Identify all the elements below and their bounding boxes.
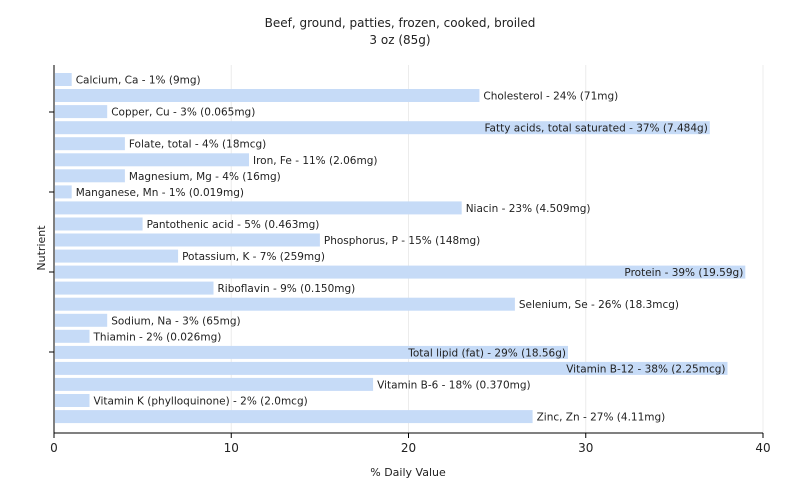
bar-label: Pantothenic acid - 5% (0.463mg): [147, 219, 320, 231]
bar: [55, 89, 480, 102]
bar: [55, 73, 72, 86]
bar-label: Protein - 39% (19.59g): [624, 267, 743, 279]
bar-label: Magnesium, Mg - 4% (16mg): [129, 171, 281, 183]
bar-label: Copper, Cu - 3% (0.065mg): [111, 107, 255, 119]
bar: [55, 169, 125, 183]
bar: [55, 377, 374, 391]
bar: [55, 249, 179, 263]
bar-label: Manganese, Mn - 1% (0.019mg): [76, 187, 244, 199]
bar-label: Total lipid (fat) - 29% (18.56g): [407, 347, 566, 359]
x-tick-label: 10: [224, 441, 239, 455]
bar: [55, 345, 568, 359]
bar-label: Riboflavin - 9% (0.150mg): [218, 283, 356, 295]
bar-label: Zinc, Zn - 27% (4.11mg): [537, 412, 666, 424]
bar: [55, 137, 125, 151]
bar-label: Vitamin B-6 - 18% (0.370mg): [377, 379, 531, 391]
y-axis-label: Nutrient: [35, 225, 48, 271]
bars: Calcium, Ca - 1% (9mg) Cholesterol - 24% …: [55, 73, 746, 424]
bar-label: Fatty acids, total saturated - 37% (7.48…: [484, 123, 707, 135]
x-tick-label: 0: [50, 441, 58, 455]
bar-label: Phosphorus, P - 15% (148mg): [324, 235, 480, 247]
bar: [55, 313, 108, 327]
bar-label: Vitamin K (phylloquinone) - 2% (2.0mcg): [94, 396, 308, 408]
bar-label: Selenium, Se - 26% (18.3mcg): [519, 299, 679, 311]
bar: [55, 329, 90, 343]
x-tick-label: 20: [401, 441, 416, 455]
bar: [55, 201, 462, 215]
bar-label: Potassium, K - 7% (259mg): [182, 251, 325, 263]
bar-label: Calcium, Ca - 1% (9mg): [76, 75, 201, 87]
bar-label: Iron, Fe - 11% (2.06mg): [253, 155, 377, 167]
axes: 0 10 20 30 40: [49, 65, 771, 455]
bar: [55, 233, 320, 247]
chart-subtitle: 3 oz (85g): [369, 33, 430, 47]
grid-lines: [230, 65, 764, 433]
x-tick-label: 30: [578, 441, 593, 455]
bar-label: Thiamin - 2% (0.026mg): [93, 331, 222, 343]
bar-label: Vitamin B-12 - 38% (2.25mcg): [566, 363, 725, 375]
bar: [55, 281, 214, 295]
bar-label: Niacin - 23% (4.509mg): [466, 203, 591, 215]
bar: [55, 105, 108, 119]
bar-label: Cholesterol - 24% (71mg): [483, 91, 618, 103]
bar-label: Folate, total - 4% (18mcg): [129, 139, 266, 151]
bar: [55, 297, 515, 311]
bar: [55, 121, 710, 135]
bar: [55, 410, 533, 424]
bar: [55, 217, 143, 231]
bar: [55, 361, 728, 375]
bar: [55, 153, 249, 167]
chart-title: Beef, ground, patties, frozen, cooked, b…: [265, 16, 536, 30]
bar: [55, 394, 90, 407]
bar: [55, 185, 72, 199]
bar-label: Sodium, Na - 3% (65mg): [111, 315, 240, 327]
x-tick-label: 40: [755, 441, 770, 455]
x-axis-label: % Daily Value: [370, 466, 446, 479]
bar: [55, 265, 746, 279]
